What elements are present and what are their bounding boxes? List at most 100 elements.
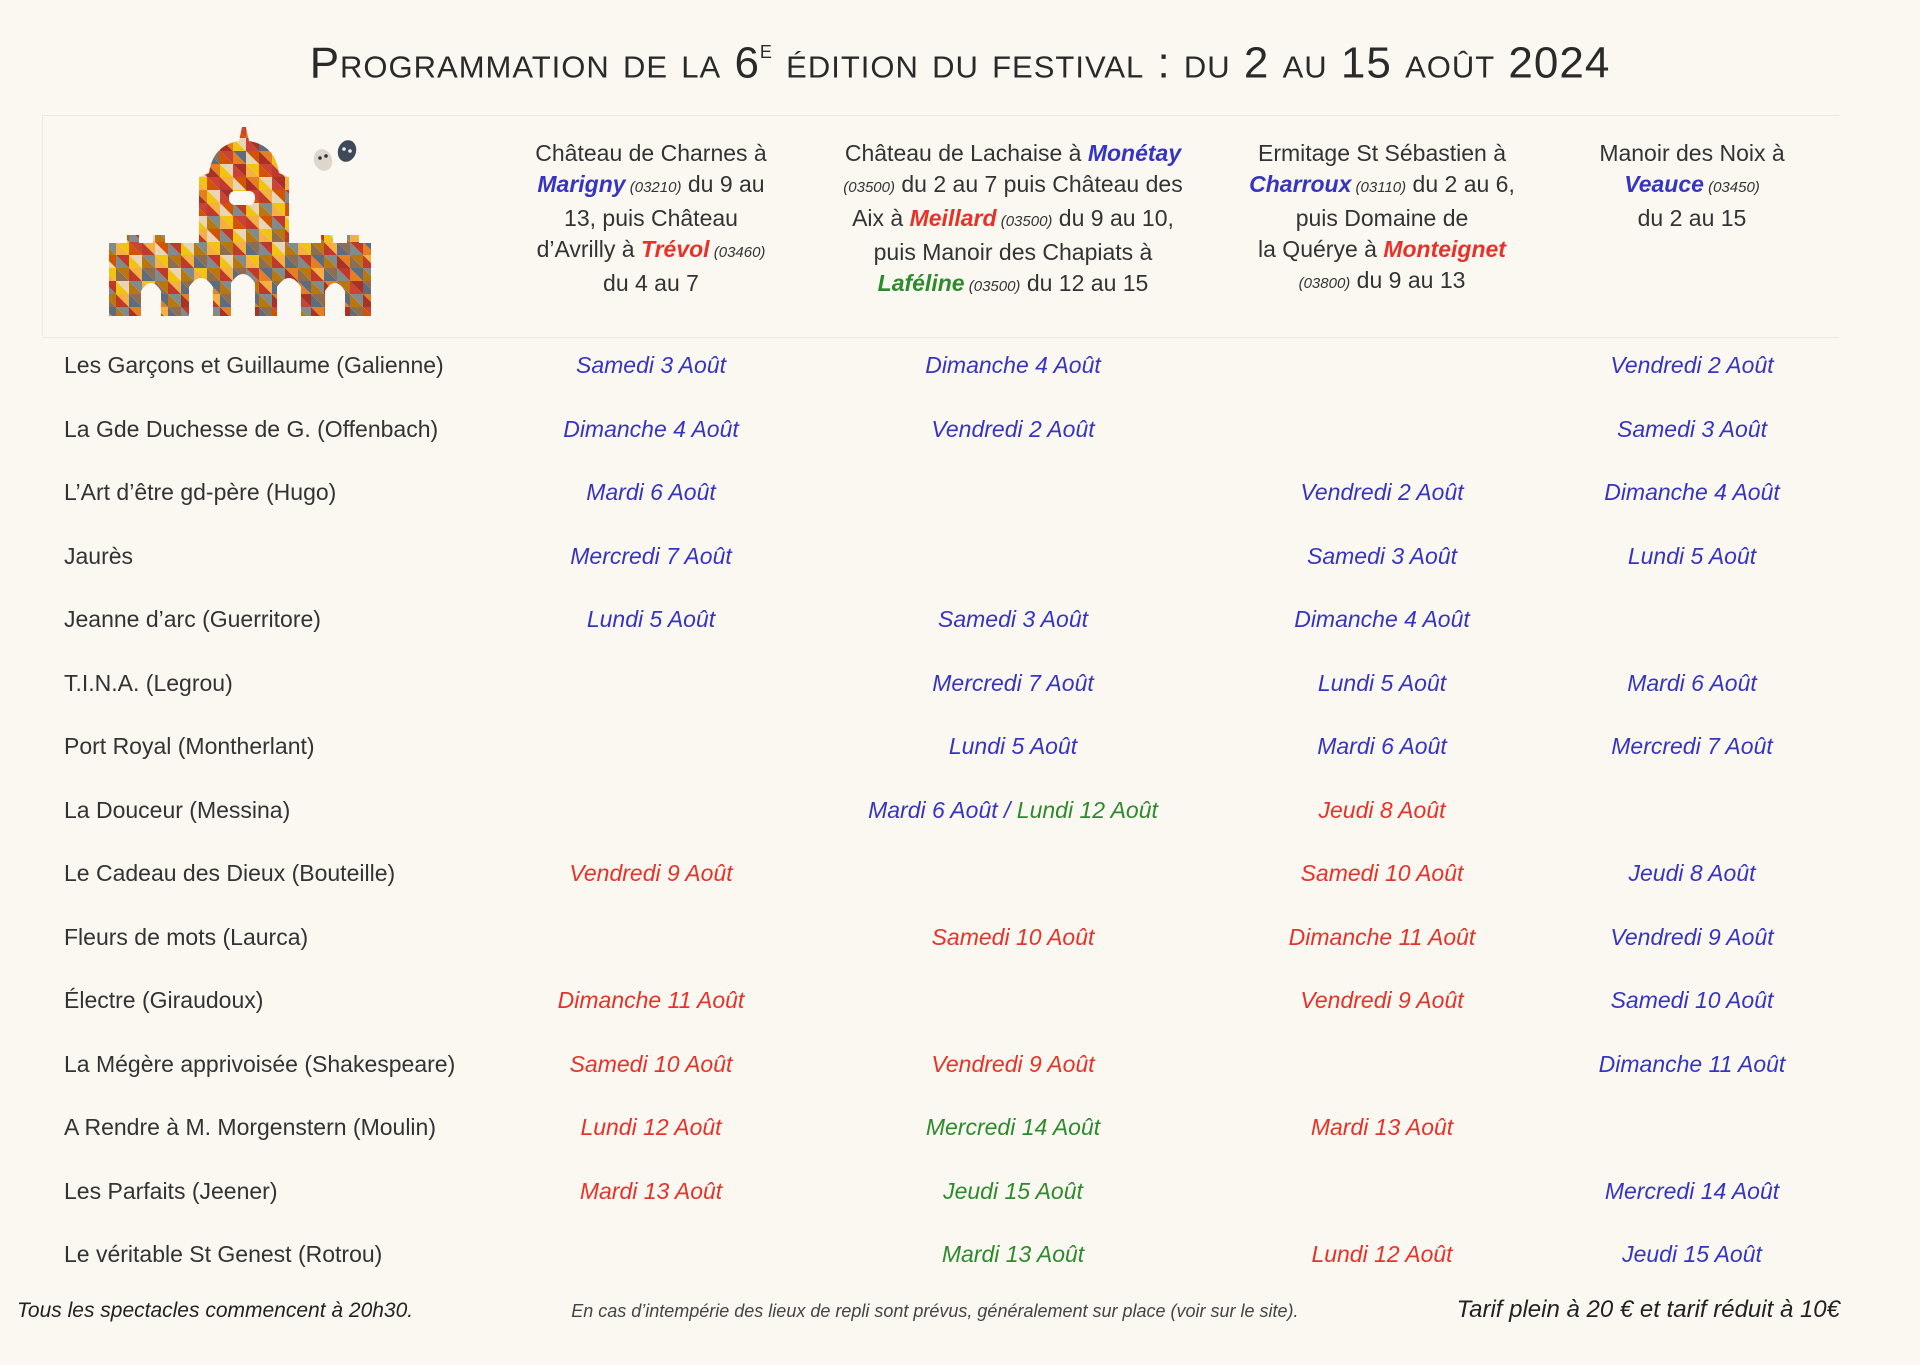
date-cell: Mercredi 7 Août	[461, 541, 841, 571]
date-cell: Dimanche 4 Août	[461, 414, 841, 444]
show-name: T.I.N.A. (Legrou)	[64, 669, 233, 696]
header-line: (03800) du 9 au 13	[1192, 265, 1572, 299]
mosaic-tile	[324, 255, 337, 268]
date: Vendredi 2 Août	[1610, 352, 1774, 378]
header-line: Laféline (03500) du 12 au 15	[823, 268, 1203, 302]
mosaic-tile	[246, 268, 259, 281]
postal-code: (03450)	[1703, 179, 1760, 196]
mosaic-tile	[259, 216, 272, 229]
show-name: Fleurs de mots (Laurca)	[64, 923, 309, 950]
mosaic-tile	[220, 281, 233, 294]
date: Samedi 10 Août	[1610, 987, 1774, 1013]
header-text: du 4 au 7	[603, 270, 699, 296]
mosaic-tile	[155, 177, 168, 190]
mosaic-tile	[194, 151, 207, 164]
mosaic-tile	[129, 203, 142, 216]
mosaic-tile	[116, 164, 129, 177]
mosaic-tile	[337, 242, 350, 255]
mosaic-tile	[155, 242, 168, 255]
mosaic-tile	[116, 216, 129, 229]
mosaic-tile	[142, 151, 155, 164]
mosaic-tile	[337, 177, 350, 190]
footer-start: Tous les spectacles commencent à 20h30.	[17, 1299, 414, 1322]
mosaic-tile	[142, 203, 155, 216]
mosaic-tile	[194, 127, 207, 138]
mosaic-tile	[285, 151, 298, 164]
mosaic-tile	[298, 127, 311, 138]
mosaic-tile	[272, 268, 285, 281]
mosaic-tile	[168, 151, 181, 164]
mosaic-tile	[155, 268, 168, 281]
date: Dimanche 4 Août	[1604, 479, 1780, 505]
place-name: Meillard	[909, 205, 997, 231]
date: Mardi 13 Août	[579, 1177, 723, 1204]
mosaic-tile	[116, 127, 129, 138]
mosaic-tile	[116, 307, 129, 316]
mosaic-tile	[109, 242, 116, 255]
mosaic-tile	[116, 294, 129, 307]
mosaic-tile	[109, 229, 116, 242]
mosaic-tile	[168, 151, 181, 164]
date-cell: Vendredi 2 Août	[1502, 350, 1882, 380]
date-cell: Dimanche 4 Août	[823, 350, 1203, 380]
mosaic-tile	[376, 294, 389, 307]
mosaic-tile	[285, 268, 298, 281]
mosaic-tile	[116, 177, 129, 190]
date-cell: Mercredi 7 Août	[823, 668, 1203, 698]
mosaic-tile	[298, 281, 311, 294]
mosaic-tile	[246, 177, 259, 190]
mosaic-tile	[168, 138, 181, 151]
mosaic-tile	[181, 177, 194, 190]
mosaic-tile	[155, 203, 168, 216]
mosaic-tile	[363, 151, 371, 164]
date-cell: Samedi 10 Août	[461, 1049, 841, 1079]
mosaic-tile	[376, 294, 389, 307]
place-name: Monteignet	[1383, 236, 1506, 262]
mosaic-tile	[181, 268, 194, 281]
header-text: puis Domaine de	[1295, 205, 1469, 231]
mosaic-tile	[181, 138, 194, 151]
column-header: Manoir des Noix à Veauce (03450) du 2 au 1…	[1502, 138, 1882, 234]
mosaic-tile	[109, 190, 116, 203]
mosaic-tile	[220, 127, 233, 138]
mosaic-tile	[285, 151, 298, 164]
show-name: La Mégère apprivoisée (Shakespeare)	[64, 1050, 456, 1077]
footer-note: En cas d’intempérie des lieux de repli s…	[571, 1301, 1299, 1321]
mosaic-tile	[337, 281, 350, 294]
mosaic-tile	[116, 151, 129, 164]
mosaic-tile	[324, 268, 337, 281]
date: Vendredi 2 Août	[1300, 479, 1464, 505]
mosaic-tile	[168, 229, 181, 242]
mosaic-tile	[376, 242, 389, 255]
mosaic-tile	[155, 281, 168, 294]
mosaic-tile	[363, 151, 371, 164]
mosaic-tile	[142, 127, 155, 138]
mosaic-tile	[285, 164, 298, 177]
mosaic-tile	[298, 294, 311, 307]
mosaic-tile	[181, 216, 194, 229]
header-text: du 2 au 15	[1637, 205, 1747, 231]
mosaic-tile	[116, 177, 129, 190]
mosaic-tile	[168, 255, 181, 268]
date: Lundi 5 Août	[1627, 542, 1757, 569]
date-cell: Lundi 5 Août	[461, 604, 841, 634]
mosaic-tile	[168, 216, 181, 229]
mosaic-tile	[363, 216, 371, 229]
mosaic-tile	[168, 281, 181, 294]
mosaic-tile	[324, 216, 337, 229]
mosaic-tile	[376, 255, 389, 268]
header-text: du 12 au 15	[1020, 270, 1149, 296]
mosaic-tile	[272, 242, 285, 255]
mosaic-tile	[142, 190, 155, 203]
mosaic-tile	[220, 127, 233, 138]
mosaic-tile	[363, 203, 371, 216]
mosaic-tile	[311, 177, 324, 190]
mosaic-tile	[116, 216, 129, 229]
mosaic-tile	[109, 294, 116, 307]
header-text: du 9 au 10,	[1052, 205, 1174, 231]
mosaic-tile	[298, 242, 311, 255]
mosaic-tile	[376, 268, 389, 281]
date-cell: Vendredi 2 Août	[1192, 477, 1572, 507]
mosaic-tile	[259, 177, 272, 190]
